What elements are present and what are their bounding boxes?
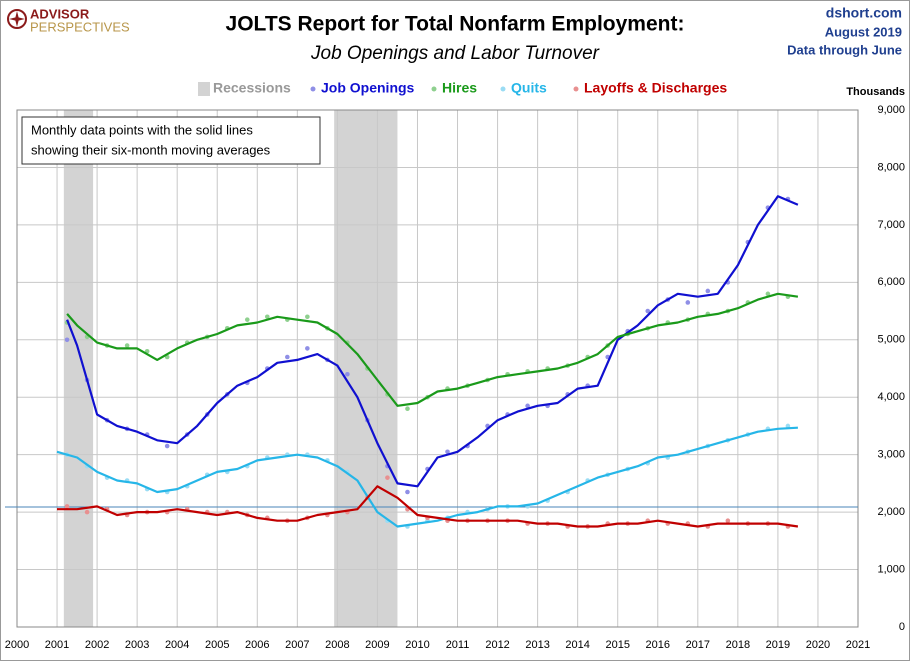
- y-tick-label: 8,000: [877, 161, 905, 173]
- y-tick-label: 0: [899, 621, 905, 633]
- logo-text: PERSPECTIVES: [30, 19, 130, 34]
- data-point: [124, 343, 130, 348]
- data-point: [405, 406, 410, 412]
- data-point: [725, 518, 731, 524]
- data-point: [64, 504, 70, 509]
- x-tick-label: 2004: [165, 639, 189, 651]
- source-note: Data through June: [787, 42, 902, 57]
- legend-marker: [310, 86, 316, 92]
- logo: ADVISOR PERSPECTIVES: [7, 6, 130, 34]
- recession-band: [63, 110, 94, 627]
- data-point: [64, 337, 70, 343]
- x-tick-label: 2006: [245, 639, 269, 651]
- legend-label: Hires: [442, 80, 477, 96]
- data-point: [305, 346, 310, 351]
- data-point: [385, 475, 390, 480]
- y-tick-label: 3,000: [877, 449, 905, 461]
- x-tick-label: 2013: [525, 639, 549, 651]
- y-tick-label: 7,000: [877, 219, 905, 231]
- data-point: [705, 288, 711, 294]
- legend-label: Recessions: [213, 80, 291, 96]
- y-axis-label: Thousands: [846, 86, 905, 98]
- annotation-box: [21, 116, 321, 165]
- x-tick-label: 2007: [285, 639, 309, 651]
- moving-average-line: [66, 195, 799, 488]
- data-point: [164, 443, 170, 449]
- data-point: [244, 317, 250, 322]
- x-tick-label: 2003: [125, 639, 149, 651]
- legend-marker: [500, 86, 506, 92]
- x-tick-label: 2016: [646, 639, 670, 651]
- x-tick-label: 2005: [205, 639, 229, 651]
- x-tick-label: 2021: [846, 639, 870, 651]
- x-tick-label: 2001: [45, 639, 69, 651]
- y-tick-label: 9,000: [877, 104, 905, 116]
- moving-average-line: [57, 485, 799, 528]
- legend-label: Job Openings: [321, 80, 415, 96]
- data-point: [645, 308, 651, 314]
- annotation-text: showing their six-month moving averages: [31, 142, 271, 157]
- logo-mark: [7, 9, 27, 29]
- data-point: [285, 354, 290, 360]
- plot-border: [16, 109, 859, 628]
- x-tick-label: 2011: [446, 639, 470, 651]
- data-point: [445, 449, 450, 455]
- data-point: [765, 291, 771, 297]
- y-tick-label: 2,000: [877, 506, 905, 518]
- legend-marker: [573, 86, 579, 92]
- x-tick-label: 2018: [726, 639, 750, 651]
- x-tick-label: 2015: [605, 639, 629, 651]
- x-tick-label: 2017: [686, 639, 710, 651]
- data-point: [84, 509, 90, 515]
- annotation-text: Monthly data points with the solid lines: [31, 122, 253, 137]
- source-date: August 2019: [825, 24, 902, 39]
- moving-average-line: [66, 292, 799, 407]
- data-point: [525, 403, 530, 409]
- data-point: [405, 489, 410, 495]
- x-tick-label: 2008: [325, 639, 349, 651]
- data-point: [264, 314, 270, 320]
- source-site: dshort.com: [826, 5, 902, 21]
- data-point: [305, 314, 310, 320]
- x-tick-label: 2014: [565, 639, 589, 651]
- data-point: [345, 371, 350, 377]
- x-tick-label: 2010: [405, 639, 429, 651]
- chart-subtitle: Job Openings and Labor Turnover: [310, 43, 600, 64]
- x-tick-label: 2000: [5, 639, 29, 651]
- x-tick-label: 2019: [766, 639, 790, 651]
- x-tick-label: 2012: [485, 639, 509, 651]
- y-tick-label: 5,000: [877, 334, 905, 346]
- data-point: [685, 300, 691, 305]
- logo-compass: [9, 11, 25, 27]
- y-tick-label: 4,000: [877, 391, 905, 403]
- legend-swatch: [198, 82, 210, 96]
- y-tick-label: 6,000: [877, 276, 905, 288]
- x-tick-label: 2009: [365, 639, 389, 651]
- x-tick-label: 2002: [85, 639, 109, 651]
- legend-label: Layoffs & Discharges: [584, 80, 727, 96]
- x-tick-label: 2020: [806, 639, 830, 651]
- legend-marker: [431, 86, 437, 92]
- y-tick-label: 1,000: [877, 563, 905, 575]
- logo-text: ADVISOR: [30, 6, 90, 21]
- chart-title: JOLTS Report for Total Nonfarm Employmen…: [226, 13, 685, 36]
- legend-label: Quits: [511, 80, 547, 96]
- moving-average-line: [56, 426, 798, 528]
